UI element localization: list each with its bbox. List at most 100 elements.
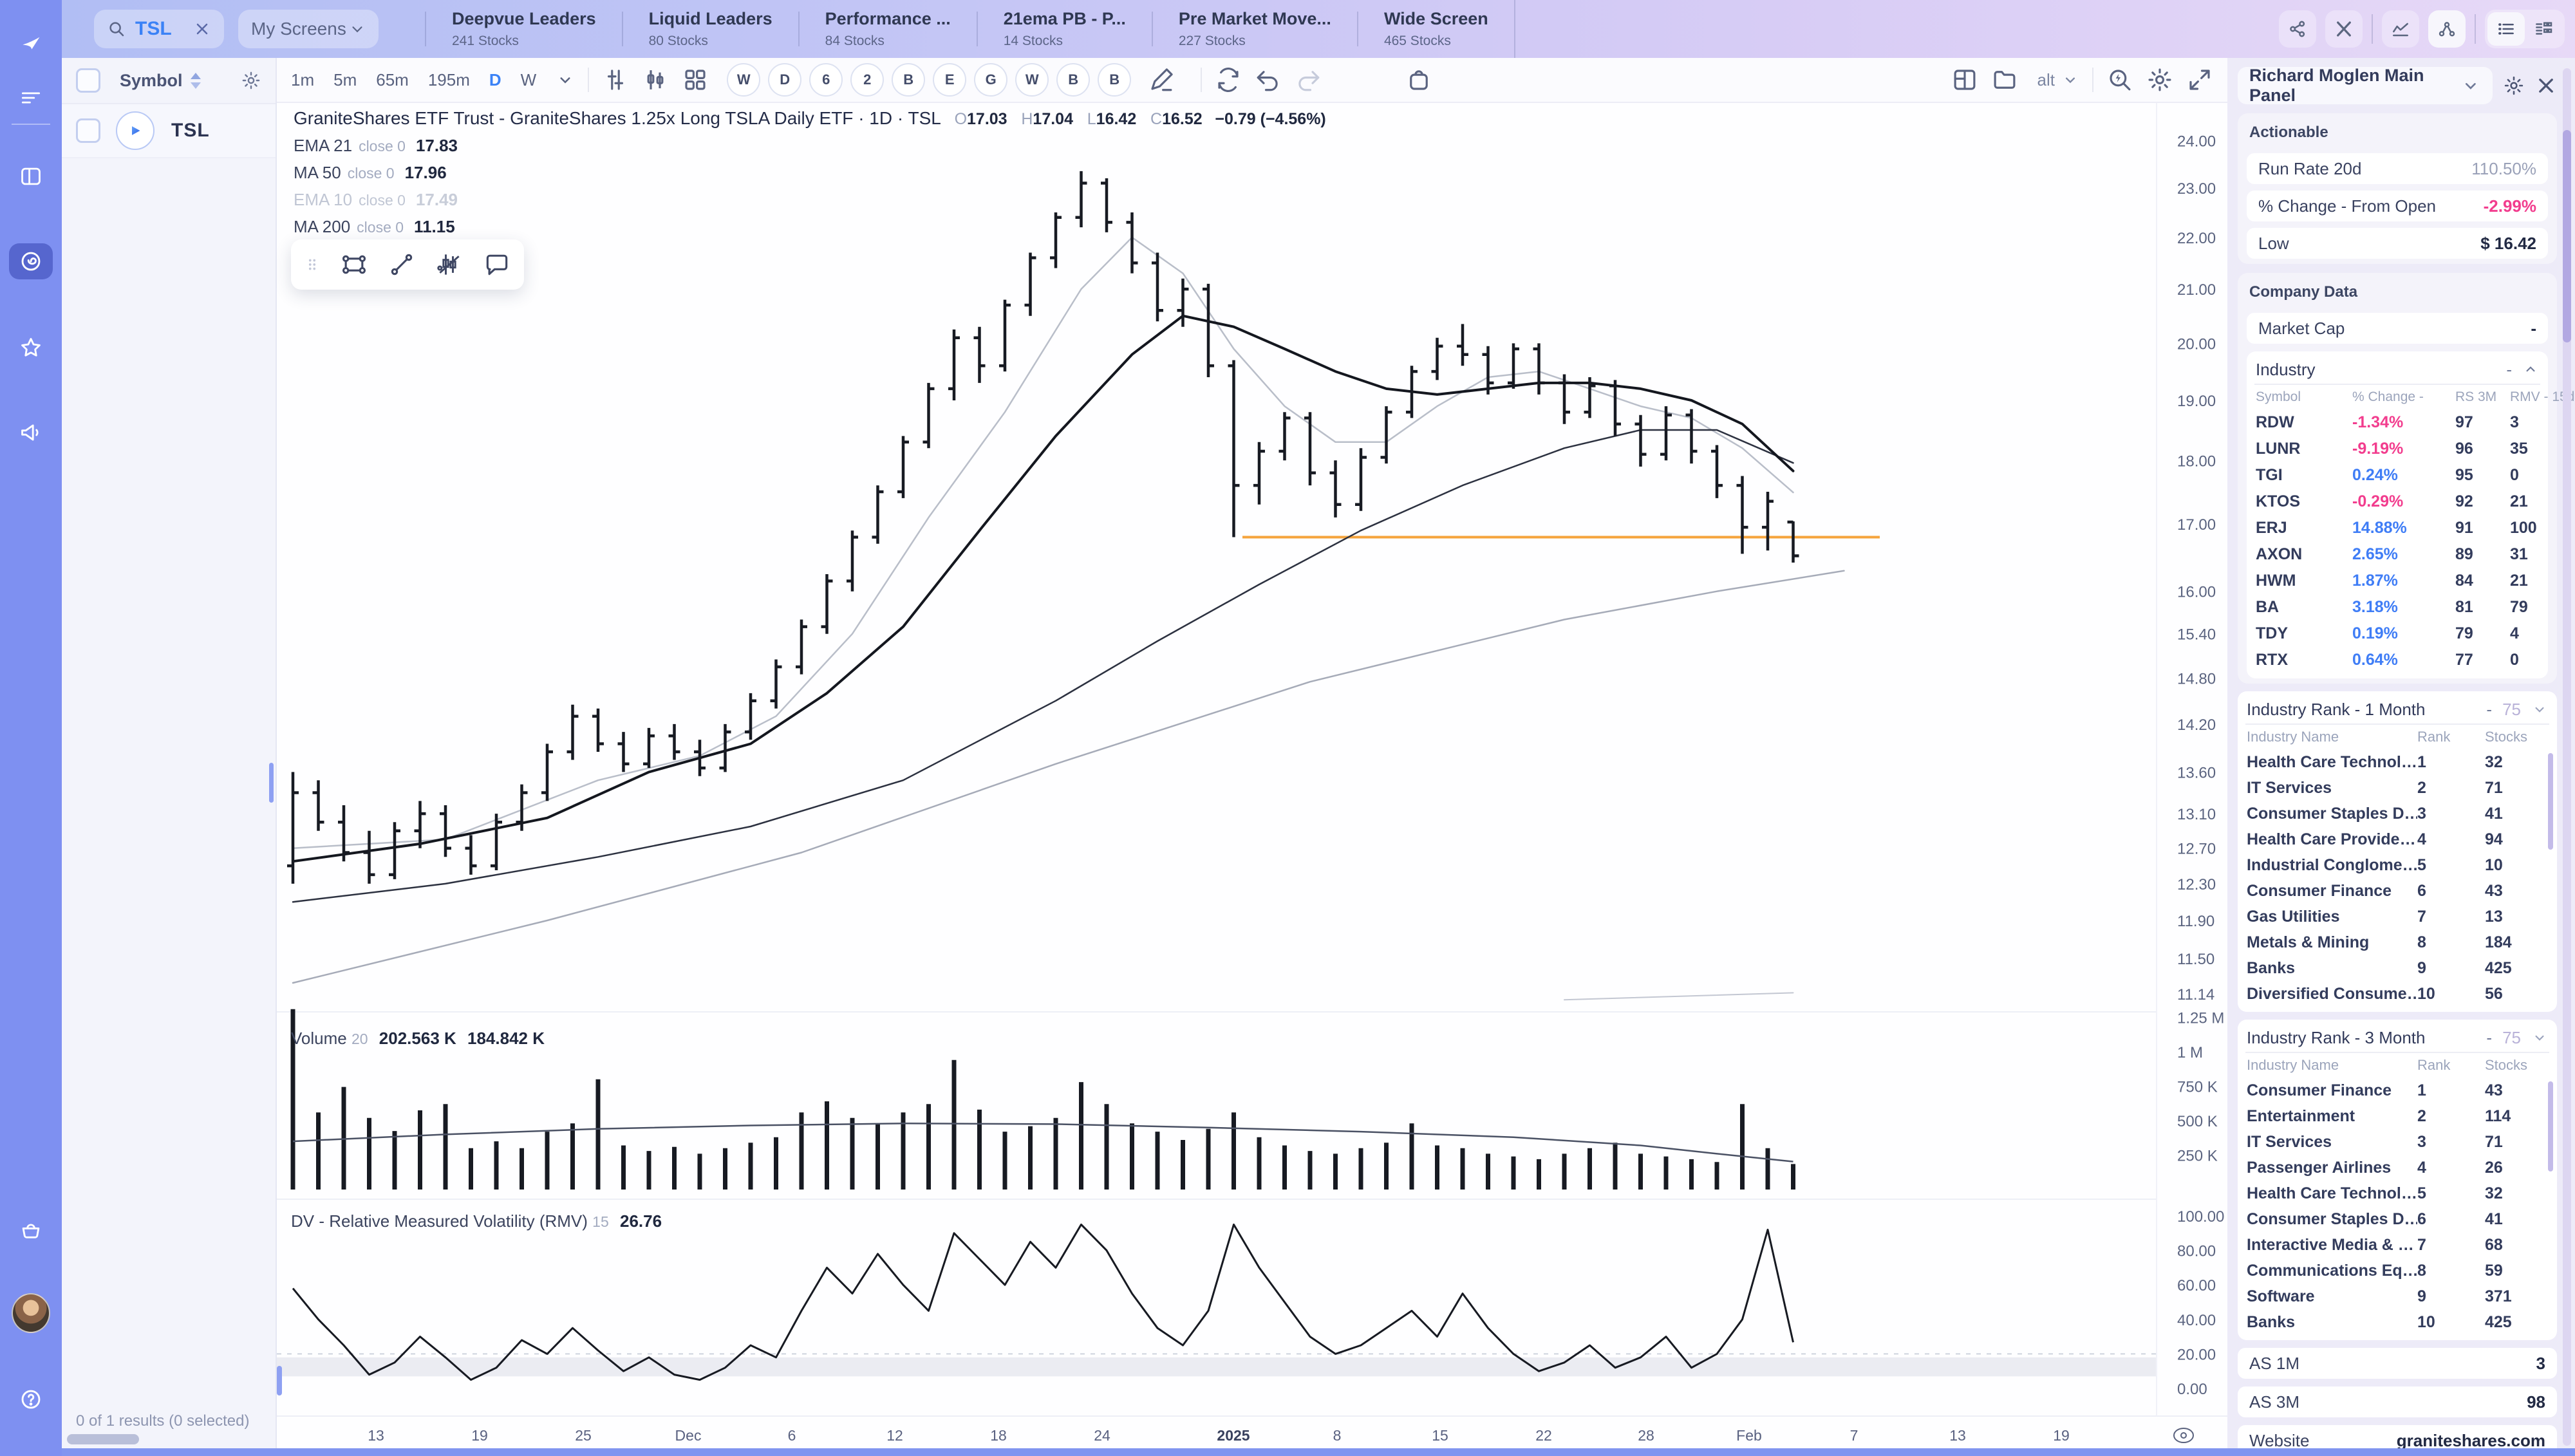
col-stocks[interactable]: Stocks <box>2485 729 2528 745</box>
table-row[interactable]: Health Care Provide… 4 94 <box>2247 826 2548 852</box>
collapse-dash[interactable]: - <box>2486 699 2493 719</box>
chart-type-icon[interactable] <box>642 66 669 93</box>
chart-title[interactable]: GraniteShares ETF Trust - GraniteShares … <box>294 108 941 128</box>
search-input[interactable]: TSL <box>135 18 172 39</box>
alt-chevron-icon[interactable] <box>2061 71 2079 89</box>
panel-scrollbar-thumb[interactable] <box>2563 130 2571 342</box>
watchlist-hscrollbar[interactable] <box>67 1434 139 1444</box>
chevron-up-icon[interactable] <box>2522 361 2539 378</box>
volume-legend[interactable]: Volume 20 202.563 K 184.842 K <box>291 1029 545 1049</box>
table-row[interactable]: HWM 1.87% 84 21 <box>2256 568 2539 594</box>
col-stocks[interactable]: Stocks <box>2485 1057 2528 1073</box>
chart-settings-gear-icon[interactable] <box>2146 66 2173 93</box>
timeframe-button[interactable]: 1m <box>291 70 315 89</box>
table-row[interactable]: Gas Utilities 7 13 <box>2247 904 2548 929</box>
table-row[interactable]: Health Care Technol… 1 32 <box>2247 749 2548 775</box>
col-rank[interactable]: Rank <box>2417 729 2451 745</box>
period-circle-button[interactable]: D <box>768 63 802 97</box>
table-row[interactable]: RTX 0.64% 77 0 <box>2256 647 2539 673</box>
timeframe-button[interactable]: 65m <box>376 70 409 89</box>
period-circle-button[interactable]: W <box>1015 63 1049 97</box>
table-row[interactable]: TGI 0.24% 95 0 <box>2256 462 2539 489</box>
avatar[interactable] <box>12 1293 50 1333</box>
table-row[interactable]: IT Services 2 71 <box>2247 775 2548 801</box>
screen-tab[interactable]: Pre Market Move... 227 Stocks <box>1151 9 1357 48</box>
table-row[interactable]: Health Care Technol… 5 32 <box>2247 1181 2548 1206</box>
symbol-search[interactable]: TSL <box>94 10 224 48</box>
undo-icon[interactable] <box>1255 66 1282 93</box>
symbol-column-header[interactable]: Symbol <box>120 70 183 90</box>
cell-symbol[interactable]: AXON <box>2256 545 2303 563</box>
app-logo-icon[interactable] <box>12 23 50 59</box>
row-checkbox[interactable] <box>76 118 100 143</box>
table-row[interactable]: Consumer Staples D… 3 41 <box>2247 801 2548 826</box>
collapse-dash[interactable]: - <box>2506 359 2512 379</box>
cell-symbol[interactable]: LUNR <box>2256 440 2301 458</box>
col-symbol[interactable]: Symbol <box>2256 389 2301 404</box>
list-scrollbar[interactable] <box>2548 753 2553 850</box>
list-view-icon[interactable] <box>2487 12 2525 46</box>
chart-canvas[interactable]: 24.00 23.00 22.00 21.00 20.00 19.00 18.00 17.00… <box>277 103 2227 1448</box>
chart-view-icon[interactable] <box>2382 10 2419 48</box>
screen-tab[interactable]: 21ema PB - P... 14 Stocks <box>976 9 1152 48</box>
cell-symbol[interactable]: ERJ <box>2256 519 2287 537</box>
data-row[interactable]: AS 1M 3 <box>2238 1348 2557 1379</box>
chevron-down-icon[interactable] <box>2531 1029 2548 1046</box>
period-circle-button[interactable]: B <box>892 63 926 97</box>
panel-close-icon[interactable] <box>2535 75 2557 97</box>
refresh-icon[interactable] <box>1215 66 1242 93</box>
comment-tool-icon[interactable] <box>483 250 511 279</box>
flash-scan-icon[interactable] <box>2106 66 2133 93</box>
menu-icon[interactable] <box>12 80 50 116</box>
period-circle-button[interactable]: 2 <box>850 63 885 97</box>
my-screens-dropdown[interactable]: My Screens <box>238 10 379 48</box>
period-circle-button[interactable]: G <box>974 63 1008 97</box>
redo-icon[interactable] <box>1295 66 1322 93</box>
panel-selector[interactable]: Richard Moglen Main Panel <box>2238 66 2493 105</box>
collapse-dash[interactable]: - <box>2486 1027 2493 1047</box>
table-row[interactable]: Banks 9 425 <box>2247 955 2548 981</box>
cell-symbol[interactable]: RDW <box>2256 413 2294 431</box>
table-row[interactable]: Diversified Consume… 10 56 <box>2247 981 2548 1007</box>
horizontal-scrollbar[interactable] <box>62 1448 2575 1456</box>
screen-tab[interactable]: Wide Screen 465 Stocks <box>1356 9 1514 48</box>
drag-handle-icon[interactable] <box>304 250 321 279</box>
period-circle-button[interactable]: 6 <box>809 63 843 97</box>
indicator-row[interactable]: EMA 21 close 0 17.83 <box>294 136 1326 156</box>
rank-count-dropdown[interactable]: 75 <box>2502 1027 2521 1047</box>
sidebar-item-dashboard[interactable] <box>12 158 50 194</box>
table-row[interactable]: AXON 2.65% 89 31 <box>2256 541 2539 568</box>
period-circle-button[interactable]: E <box>933 63 967 97</box>
screen-tab[interactable]: Performance ... 84 Stocks <box>798 9 977 48</box>
cell-symbol[interactable]: HWM <box>2256 572 2296 590</box>
col-industry-name[interactable]: Industry Name <box>2247 729 2339 745</box>
table-row[interactable]: Consumer Finance 1 43 <box>2247 1078 2548 1103</box>
col-industry-name[interactable]: Industry Name <box>2247 1057 2339 1073</box>
table-row[interactable]: Entertainment 2 114 <box>2247 1103 2548 1129</box>
table-row[interactable]: Passenger Airlines 4 26 <box>2247 1155 2548 1181</box>
list-scrollbar[interactable] <box>2548 1081 2553 1171</box>
cell-symbol[interactable]: RTX <box>2256 651 2288 669</box>
table-row[interactable]: Software 9 371 <box>2247 1283 2548 1309</box>
help-icon[interactable] <box>12 1381 50 1417</box>
alt-label[interactable]: alt <box>2037 70 2055 89</box>
grid-view-icon[interactable] <box>2525 12 2562 46</box>
indicator-row[interactable]: MA 200 close 0 11.15 <box>294 217 1326 237</box>
chevron-down-icon[interactable] <box>2531 701 2548 718</box>
sidebar-item-basket[interactable] <box>12 1211 50 1247</box>
table-row[interactable]: TDY 0.19% 79 4 <box>2256 621 2539 647</box>
col-rank[interactable]: Rank <box>2417 1057 2451 1073</box>
clear-search-icon[interactable] <box>193 20 211 38</box>
table-row[interactable]: LUNR -9.19% 96 35 <box>2256 436 2539 462</box>
sort-icon[interactable] <box>190 72 201 89</box>
indicator-row[interactable]: EMA 10 close 0 17.49 <box>294 190 1326 210</box>
table-row[interactable]: Consumer Staples D… 6 41 <box>2247 1206 2548 1232</box>
col-rs[interactable]: RS 3M <box>2455 389 2497 404</box>
cell-symbol[interactable]: TDY <box>2256 624 2288 642</box>
period-circle-button[interactable]: B <box>1056 63 1091 97</box>
sidebar-item-favorites[interactable] <box>12 330 50 366</box>
table-row[interactable]: Industrial Conglome… 5 10 <box>2247 852 2548 878</box>
table-row[interactable]: Banks 10 425 <box>2247 1309 2548 1335</box>
col-change[interactable]: % Change - <box>2352 389 2424 404</box>
rank-count-dropdown[interactable]: 75 <box>2502 699 2521 719</box>
